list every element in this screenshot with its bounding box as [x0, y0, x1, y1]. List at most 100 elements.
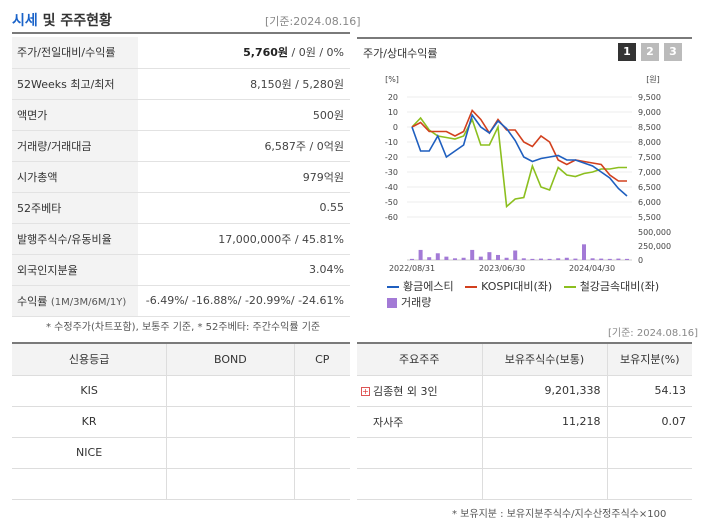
left-tick-label: -30	[385, 168, 398, 177]
right-tick-label: 7,500	[638, 153, 661, 162]
volume-bar	[539, 258, 543, 260]
left-tick-label: -20	[385, 153, 398, 162]
table-row: KIS	[12, 375, 350, 407]
base-date: [기준:2024.08.16]	[265, 15, 361, 28]
volume-tick-label: 0	[638, 256, 643, 265]
column-header: BOND	[166, 344, 294, 376]
table-row: 액면가 500원	[12, 99, 350, 131]
table-row	[357, 437, 692, 469]
x-tick-label: 2023/06/30	[479, 264, 525, 273]
row-label: 발행주식수/유동비율	[12, 223, 138, 255]
left-tick-label: 20	[388, 93, 398, 102]
volume-bar	[435, 253, 440, 260]
right-tick-label: 5,500	[638, 213, 661, 222]
volume-bar	[487, 252, 492, 260]
row-label: 수익률 (1M/3M/6M/1Y)	[12, 285, 138, 317]
shares-cell: 11,218	[481, 406, 607, 438]
empty-cell	[606, 468, 692, 500]
volume-bar	[582, 244, 586, 260]
table-row: 시가총액 979억원	[12, 161, 350, 193]
volume-bar	[556, 258, 561, 260]
footnote: * 수정주가(차트포함), 보통주 기준, * 52주베타: 주간수익률 기준	[46, 322, 321, 333]
volume-bar	[504, 257, 509, 260]
cp-cell	[293, 437, 350, 469]
right-tick-label: 6,000	[638, 198, 661, 207]
row-label: 외국인지분율	[12, 254, 138, 286]
volume-bar	[564, 257, 569, 260]
empty-cell	[357, 468, 482, 500]
table-row	[357, 468, 692, 500]
left-tick-label: 10	[388, 108, 398, 117]
return-period-label: (1M/3M/6M/1Y)	[50, 296, 127, 308]
base-date-2: [기준: 2024.08.16]	[608, 328, 699, 339]
legend-swatch	[465, 286, 478, 288]
table-row: KR	[12, 406, 350, 438]
row-value: 17,000,000주 / 45.81%	[138, 223, 350, 255]
legend-item: 철강금속대비(좌)	[563, 279, 659, 295]
left-tick-label: -60	[385, 213, 398, 222]
bond-cell	[166, 406, 294, 438]
chart-tab-2[interactable]: 2	[641, 43, 659, 61]
table-header-row: 신용등급 BOND CP	[12, 344, 350, 376]
row-value: 0.55	[138, 192, 350, 224]
bond-cell	[166, 437, 294, 469]
return-values: -6.49%/ -16.88%/ -20.99%/ -24.61%	[138, 285, 350, 317]
chart-tab-3[interactable]: 3	[664, 43, 682, 61]
empty-cell	[481, 468, 607, 500]
empty-cell	[606, 437, 692, 469]
table-row: 52Weeks 최고/최저 8,150원 / 5,280원	[12, 68, 350, 100]
table-row: 발행주식수/유동비율 17,000,000주 / 45.81%	[12, 223, 350, 255]
volume-bar	[496, 254, 500, 260]
volume-bar	[461, 257, 466, 260]
kospi-relative-line	[411, 109, 627, 182]
row-label: 주가/전일대비/수익률	[12, 37, 138, 69]
table-row: 52주베타 0.55	[12, 192, 350, 224]
chart-legend: 황금에스티 KOSPI대비(좌) 철강금속대비(좌) 거래량	[387, 277, 687, 313]
volume-bar	[625, 258, 629, 260]
shareholders-table: 주요주주 보유주식수(보통) 보유지분(%) + 김종현 외 3인 9,201,3…	[357, 344, 692, 500]
title-part2: 및 주주현황	[37, 13, 112, 29]
pct-cell: 54.13	[606, 375, 692, 407]
cp-cell	[293, 406, 350, 438]
chart-tab-1[interactable]: 1	[618, 43, 636, 61]
credit-rating-table: 신용등급 BOND CP KIS KR NICE	[12, 344, 350, 500]
legend-item: KOSPI대비(좌)	[465, 279, 552, 295]
table-row: 거래량/거래대금 6,587주 / 0억원	[12, 130, 350, 162]
chart-panel: 주가/상대수익률 1 2 3 [%] [원] 20 9,500 10 9,000 0 8,50…	[357, 37, 692, 315]
right-tick-label: 8,500	[638, 123, 661, 132]
volume-bar	[453, 258, 457, 260]
row-label: 52주베타	[12, 192, 138, 224]
pct-cell: 0.07	[606, 406, 692, 438]
price-info-table: 주가/전일대비/수익률 5,760원 / 0원 / 0% 52Weeks 최고/…	[12, 37, 350, 317]
legend-item: 거래량	[387, 295, 431, 311]
price-chart: [%] [원] 20 9,500 10 9,000 0 8,500 -10 8,000 -20 7,5…	[385, 75, 671, 273]
holder-name[interactable]: 김종현 외 3인	[373, 384, 438, 398]
volume-bar	[590, 258, 595, 260]
volume-bar	[427, 257, 432, 260]
price-line	[411, 113, 628, 197]
table-row: + 김종현 외 3인 9,201,338 54.13	[357, 375, 692, 407]
right-tick-label: 7,000	[638, 168, 661, 177]
table-row: 외국인지분율 3.04%	[12, 254, 350, 286]
left-tick-label: -40	[385, 183, 398, 192]
agency-cell	[12, 468, 167, 500]
row-value: 3.04%	[138, 254, 350, 286]
volume-bar	[599, 258, 604, 260]
volume-bar	[470, 249, 475, 260]
empty-cell	[481, 437, 607, 469]
volume-bar	[513, 250, 518, 260]
page-title: 시세 및 주주현황	[12, 10, 112, 30]
legend-swatch	[387, 298, 397, 308]
column-header: CP	[293, 344, 350, 376]
volume-bar	[444, 256, 449, 260]
left-axis-unit: [%]	[385, 75, 399, 84]
divider	[357, 342, 692, 344]
expand-plus-icon[interactable]: +	[361, 387, 370, 396]
volume-bar	[521, 258, 526, 260]
table-row: 주가/전일대비/수익률 5,760원 / 0원 / 0%	[12, 37, 350, 69]
left-tick-label: -10	[385, 138, 398, 147]
row-value: 5,760원 / 0원 / 0%	[138, 37, 350, 69]
row-label: 액면가	[12, 99, 138, 131]
column-header: 신용등급	[12, 344, 167, 376]
right-tick-label: 6,500	[638, 183, 661, 192]
